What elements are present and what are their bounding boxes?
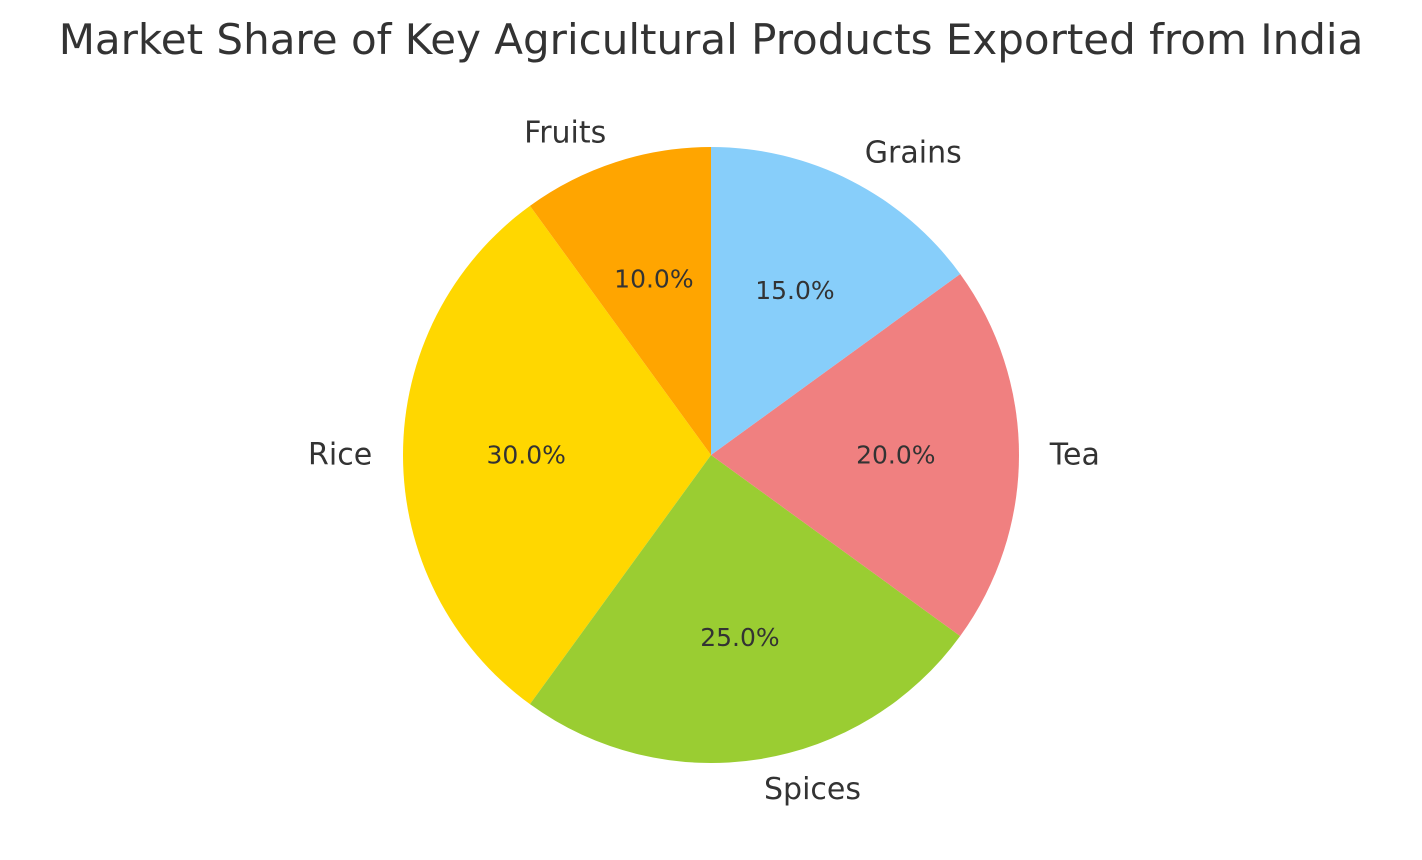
percent-label-rice: 30.0% — [486, 441, 565, 470]
pie-slice-rice — [402, 205, 711, 705]
percent-label-spices: 25.0% — [700, 623, 779, 652]
slice-label-tea: Tea — [1049, 438, 1100, 473]
pie-slices — [402, 147, 1020, 764]
chart-title: Market Share of Key Agricultural Product… — [58, 15, 1364, 64]
pie-slice-fruits — [529, 147, 711, 455]
slice-label-spices: Spices — [764, 772, 861, 807]
pie-slice-spices — [529, 455, 961, 764]
percent-label-fruits: 10.0% — [614, 265, 693, 294]
pie-slice-tea — [711, 273, 1020, 637]
percent-label-tea: 20.0% — [856, 441, 935, 470]
pie-labels: Rice 30.0% Spices 25.0% Tea 20.0% Grains 15.0% F… — [308, 115, 1100, 807]
slice-label-grains: Grains — [865, 136, 962, 171]
pie-slice-grains — [711, 147, 961, 455]
slice-label-rice: Rice — [308, 438, 372, 473]
slice-label-fruits: Fruits — [524, 115, 606, 150]
percent-label-grains: 15.0% — [755, 276, 834, 305]
